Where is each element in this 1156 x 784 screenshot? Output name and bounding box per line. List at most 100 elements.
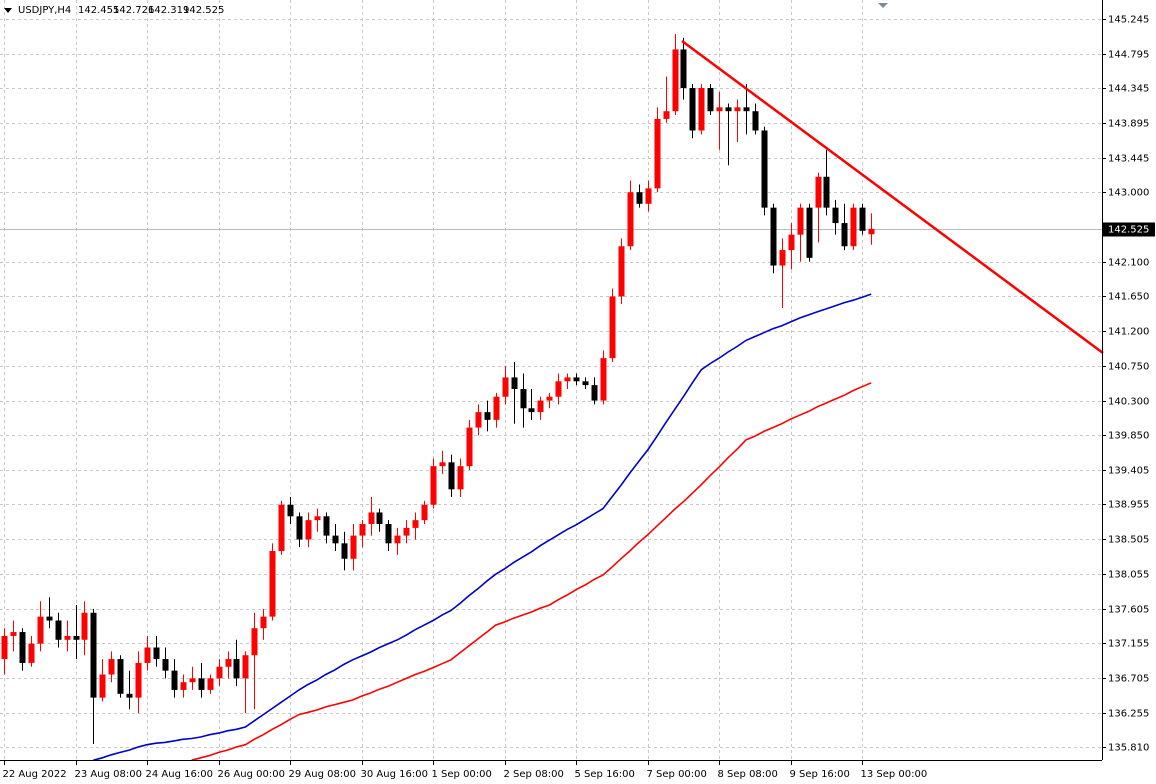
candle-body bbox=[546, 396, 553, 401]
candle-body bbox=[537, 400, 544, 413]
candle-body bbox=[770, 207, 777, 266]
y-tick-label: 143.000 bbox=[1108, 188, 1149, 199]
candle-body bbox=[779, 250, 786, 266]
y-tick-label: 141.200 bbox=[1108, 327, 1149, 338]
candle-body bbox=[868, 228, 875, 235]
candle-body bbox=[332, 535, 339, 544]
candle-body bbox=[278, 504, 285, 552]
candle-body bbox=[135, 662, 142, 698]
candle-body bbox=[305, 520, 312, 540]
x-tick-label: 29 Aug 08:00 bbox=[289, 769, 356, 780]
y-tick-label: 145.245 bbox=[1108, 15, 1149, 26]
last-price-label: 142.525 bbox=[1108, 225, 1149, 236]
candle-body bbox=[314, 516, 321, 521]
candle-body bbox=[10, 632, 17, 636]
candle-body bbox=[368, 512, 375, 525]
candle-body bbox=[609, 296, 616, 359]
x-tick-label: 23 Aug 08:00 bbox=[75, 769, 142, 780]
candle-body bbox=[28, 643, 35, 663]
candle-body bbox=[421, 504, 428, 521]
candle-body bbox=[171, 670, 178, 690]
y-tick-label: 137.155 bbox=[1108, 639, 1149, 650]
candle-body bbox=[359, 524, 366, 536]
candle-body bbox=[385, 524, 392, 544]
candle-body bbox=[376, 512, 383, 525]
candle-body bbox=[850, 207, 857, 247]
candle-body bbox=[680, 49, 687, 89]
candle-body bbox=[64, 635, 71, 640]
candle-body bbox=[430, 466, 437, 505]
candle-body bbox=[162, 659, 169, 671]
y-tick-label: 139.850 bbox=[1108, 431, 1149, 442]
candle-body bbox=[484, 412, 491, 420]
candle-body bbox=[725, 107, 732, 112]
candle-body bbox=[403, 527, 410, 536]
candle-body bbox=[645, 188, 652, 204]
y-tick-label: 138.955 bbox=[1108, 500, 1149, 511]
candle-body bbox=[734, 107, 741, 112]
y-tick-label: 138.505 bbox=[1108, 535, 1149, 546]
x-tick-label: 8 Sep 08:00 bbox=[718, 769, 778, 780]
header-low: 142.319 bbox=[148, 5, 189, 16]
candle-body bbox=[815, 176, 822, 208]
candle-body bbox=[153, 647, 160, 660]
x-tick-label: 26 Aug 00:00 bbox=[218, 769, 285, 780]
candle-body bbox=[323, 516, 330, 536]
candle-body bbox=[797, 207, 804, 235]
candle-body bbox=[502, 377, 509, 397]
candle-body bbox=[618, 246, 625, 297]
candle-body bbox=[573, 377, 580, 382]
x-tick-label: 30 Aug 16:00 bbox=[361, 769, 428, 780]
candle-body bbox=[233, 659, 240, 679]
last-price-box bbox=[1103, 222, 1155, 237]
candle-body bbox=[269, 551, 276, 617]
candle-body bbox=[439, 462, 446, 467]
axes: 145.245 144.795 144.345 143.895 143.445 143.0… bbox=[3, 15, 1155, 780]
candle-body bbox=[251, 628, 258, 656]
candle-body bbox=[672, 49, 679, 112]
candle-body bbox=[806, 207, 813, 258]
candle-body bbox=[698, 88, 705, 131]
candle-body bbox=[144, 647, 151, 663]
candle-body bbox=[528, 408, 535, 413]
candle-body bbox=[350, 535, 357, 559]
y-tick-label: 138.055 bbox=[1108, 570, 1149, 581]
candle-body bbox=[341, 543, 348, 559]
candle-body bbox=[743, 107, 750, 112]
candle-body bbox=[180, 682, 187, 690]
y-tick-label: 143.895 bbox=[1108, 119, 1149, 130]
x-tick-label: 2 Sep 08:00 bbox=[504, 769, 564, 780]
x-tick-label: 24 Aug 16:00 bbox=[146, 769, 213, 780]
candle-body bbox=[707, 88, 714, 112]
candle-body bbox=[216, 666, 223, 679]
candle-body bbox=[287, 504, 294, 517]
candle-body bbox=[689, 88, 696, 131]
y-tick-label: 143.445 bbox=[1108, 154, 1149, 165]
shift-marker bbox=[878, 3, 888, 8]
candle-body bbox=[117, 659, 124, 694]
y-tick-label: 144.795 bbox=[1108, 50, 1149, 61]
trend-line bbox=[681, 39, 1104, 355]
candle-body bbox=[126, 693, 133, 698]
candle-body bbox=[582, 381, 589, 386]
candle-body bbox=[761, 130, 768, 208]
x-tick-label: 9 Sep 16:00 bbox=[790, 769, 850, 780]
candle-body bbox=[654, 118, 661, 189]
header-close: 142.525 bbox=[183, 5, 224, 16]
x-tick-label: 22 Aug 2022 bbox=[3, 769, 67, 780]
x-tick-label: 7 Sep 00:00 bbox=[647, 769, 707, 780]
candle-body bbox=[260, 616, 267, 629]
candle-body bbox=[636, 192, 643, 204]
moving-average bbox=[93, 293, 872, 761]
candle-body bbox=[520, 388, 527, 409]
candle-body bbox=[55, 620, 62, 640]
candle-body bbox=[716, 107, 723, 112]
y-tick-label: 142.100 bbox=[1108, 258, 1149, 269]
candle-body bbox=[752, 111, 759, 131]
candle-body bbox=[37, 616, 44, 644]
candle-body bbox=[242, 655, 249, 679]
candle-body bbox=[823, 176, 830, 208]
candle-body bbox=[555, 381, 562, 397]
